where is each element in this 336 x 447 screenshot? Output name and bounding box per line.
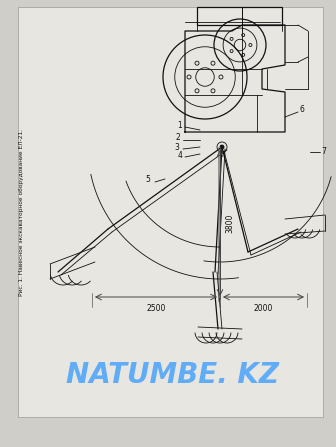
Text: 6: 6	[300, 105, 304, 114]
Text: NATUMBE. KZ: NATUMBE. KZ	[66, 361, 279, 389]
Bar	[197, 7, 282, 25]
Circle shape	[220, 145, 224, 149]
Text: 3800: 3800	[225, 213, 234, 233]
Text: 5: 5	[145, 176, 151, 185]
Text: 2000: 2000	[254, 304, 273, 313]
Text: 2: 2	[176, 132, 180, 142]
Text: 2500: 2500	[146, 304, 166, 313]
Text: 3: 3	[175, 143, 179, 152]
FancyBboxPatch shape	[18, 7, 323, 417]
Text: 4: 4	[177, 152, 182, 160]
Text: Рис. 1. Навесное экскаваторное оборудование ЕЛ-21.: Рис. 1. Навесное экскаваторное оборудова…	[19, 128, 25, 295]
Text: 7: 7	[322, 148, 327, 156]
Text: 1: 1	[178, 121, 182, 130]
